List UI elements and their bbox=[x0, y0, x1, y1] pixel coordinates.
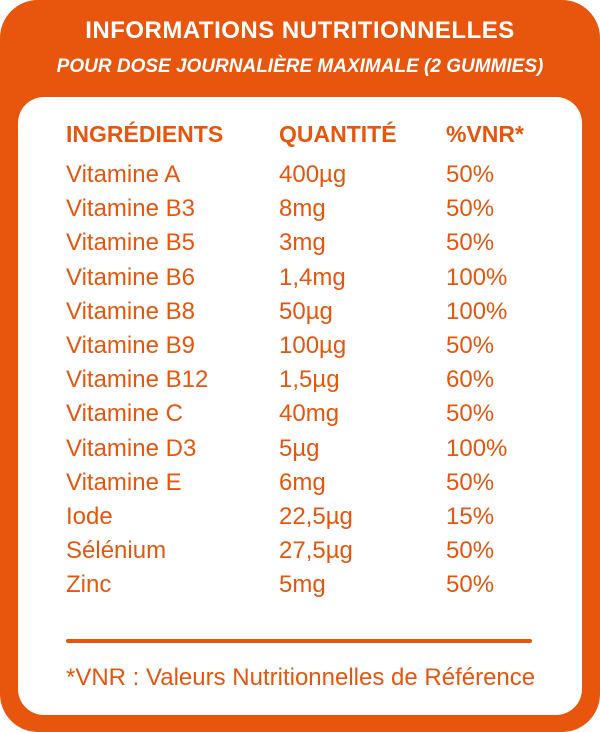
ingredient-name: Iode bbox=[66, 502, 113, 530]
nutrition-table: INGRÉDIENTS QUANTITÉ %VNR* Vitamine A 40… bbox=[66, 114, 546, 602]
table-row: Vitamine C 40mg 50% bbox=[66, 397, 546, 431]
ingredient-quantity: 50µg bbox=[279, 297, 333, 325]
ingredient-quantity: 100µg bbox=[279, 331, 347, 359]
ingredient-vnr: 100% bbox=[446, 434, 508, 462]
table-row: Vitamine B5 3mg 50% bbox=[66, 226, 546, 260]
ingredient-vnr: 50% bbox=[446, 537, 495, 565]
ingredient-name: Vitamine E bbox=[66, 468, 182, 496]
table-row: Zinc 5mg 50% bbox=[66, 568, 546, 602]
ingredient-name: Vitamine B9 bbox=[66, 331, 195, 359]
ingredient-quantity: 1,5µg bbox=[279, 366, 340, 394]
ingredient-quantity: 5mg bbox=[279, 571, 326, 599]
table-row: Iode 22,5µg 15% bbox=[66, 500, 546, 534]
ingredient-vnr: 100% bbox=[446, 297, 508, 325]
ingredient-name: Sélénium bbox=[66, 537, 167, 565]
ingredient-name: Vitamine B8 bbox=[66, 297, 195, 325]
table-header-row: INGRÉDIENTS QUANTITÉ %VNR* bbox=[66, 114, 546, 158]
table-row: Vitamine B6 1,4mg 100% bbox=[66, 261, 546, 295]
ingredient-name: Zinc bbox=[66, 571, 112, 599]
table-row: Vitamine B9 100µg 50% bbox=[66, 329, 546, 363]
table-row: Vitamine D3 5µg 100% bbox=[66, 432, 546, 466]
ingredient-quantity: 3mg bbox=[279, 229, 326, 257]
ingredient-name: Vitamine B5 bbox=[66, 229, 195, 257]
label-subtitle: POUR DOSE JOURNALIÈRE MAXIMALE (2 GUMMIE… bbox=[56, 56, 544, 77]
ingredient-vnr: 50% bbox=[446, 400, 495, 428]
column-header-vnr: %VNR* bbox=[446, 121, 524, 147]
vnr-footnote: *VNR : Valeurs Nutritionnelles de Référe… bbox=[66, 664, 536, 691]
ingredient-name: Vitamine C bbox=[66, 400, 183, 428]
ingredient-vnr: 15% bbox=[446, 502, 495, 530]
table-row: Vitamine E 6mg 50% bbox=[66, 466, 546, 500]
ingredient-quantity: 8mg bbox=[279, 195, 326, 223]
ingredient-vnr: 50% bbox=[446, 331, 495, 359]
nutrition-table-panel: INGRÉDIENTS QUANTITÉ %VNR* Vitamine A 40… bbox=[18, 97, 582, 715]
ingredient-name: Vitamine B6 bbox=[66, 263, 195, 291]
ingredient-quantity: 5µg bbox=[279, 434, 320, 462]
column-header-ingredients: INGRÉDIENTS bbox=[66, 121, 224, 147]
footnote-divider bbox=[66, 639, 532, 643]
ingredient-vnr: 50% bbox=[446, 468, 495, 496]
ingredient-name: Vitamine D3 bbox=[66, 434, 197, 462]
ingredient-vnr: 100% bbox=[446, 263, 508, 291]
label-title: INFORMATIONS NUTRITIONNELLES bbox=[85, 17, 515, 44]
ingredient-quantity: 27,5µg bbox=[279, 537, 353, 565]
ingredient-quantity: 1,4mg bbox=[279, 263, 346, 291]
table-row: Vitamine B12 1,5µg 60% bbox=[66, 363, 546, 397]
ingredient-vnr: 50% bbox=[446, 161, 495, 188]
ingredient-quantity: 400µg bbox=[279, 161, 347, 188]
label-header: INFORMATIONS NUTRITIONNELLES POUR DOSE J… bbox=[0, 0, 600, 90]
table-row: Vitamine B8 50µg 100% bbox=[66, 295, 546, 329]
ingredient-quantity: 22,5µg bbox=[279, 502, 353, 530]
ingredient-quantity: 6mg bbox=[279, 468, 326, 496]
ingredient-vnr: 60% bbox=[446, 366, 495, 394]
ingredient-name: Vitamine B3 bbox=[66, 195, 195, 223]
ingredient-vnr: 50% bbox=[446, 229, 495, 257]
ingredient-vnr: 50% bbox=[446, 195, 495, 223]
ingredient-name: Vitamine A bbox=[66, 161, 181, 188]
ingredient-name: Vitamine B12 bbox=[66, 366, 209, 394]
ingredient-quantity: 40mg bbox=[279, 400, 340, 428]
ingredient-vnr: 50% bbox=[446, 571, 495, 599]
column-header-quantity: QUANTITÉ bbox=[279, 121, 397, 147]
table-row: Vitamine A 400µg 50% bbox=[66, 158, 546, 192]
table-row: Sélénium 27,5µg 50% bbox=[66, 534, 546, 568]
table-row: Vitamine B3 8mg 50% bbox=[66, 192, 546, 226]
